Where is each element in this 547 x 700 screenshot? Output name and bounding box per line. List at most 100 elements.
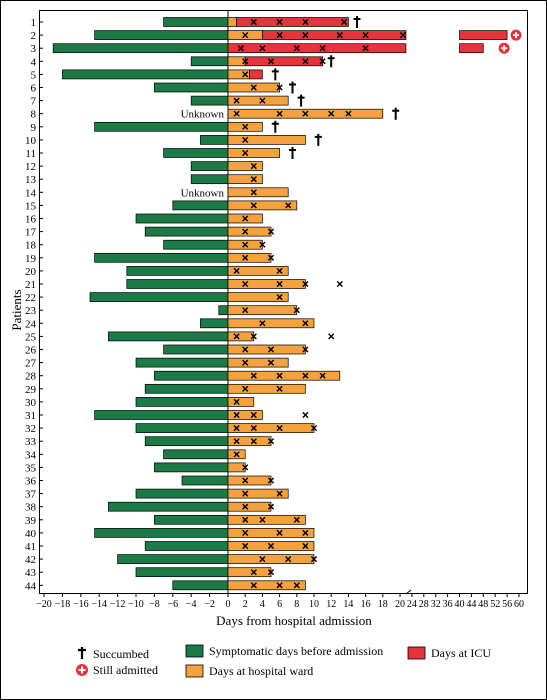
ward-bar (227, 410, 263, 420)
visit-mark (276, 294, 283, 301)
x-tick-label: 36 (443, 599, 453, 610)
symptomatic-bar (154, 82, 229, 93)
dagger-icon (78, 647, 86, 659)
axis-break-mark (405, 589, 412, 595)
symptomatic-bar (144, 541, 229, 551)
symptomatic-bar (154, 462, 229, 473)
visit-mark (293, 582, 300, 589)
patient-label: 9 (31, 122, 37, 134)
patient-label: 31 (25, 410, 36, 422)
still-admitted-cross (513, 32, 520, 39)
symptomatic-bar (163, 449, 229, 460)
succumbed-dagger (271, 68, 279, 81)
ward-bar (227, 161, 263, 171)
visit-mark (276, 582, 283, 589)
patient-label: 27 (25, 358, 37, 370)
visit-mark (242, 58, 249, 65)
ward-bar (227, 514, 306, 525)
visit-mark (267, 346, 275, 353)
visit-mark (242, 280, 249, 288)
patient-label: 16 (25, 214, 37, 226)
symptomatic-bar (94, 252, 229, 263)
ward-bar (227, 462, 246, 473)
legend-symptomatic-label: Symptomatic days before admission (209, 644, 383, 658)
patient-label: 29 (25, 384, 37, 396)
visit-mark (250, 569, 257, 576)
visit-mark (259, 516, 266, 523)
legend-still-admitted: Still admitted (76, 663, 158, 677)
visit-mark (233, 425, 240, 432)
succumbed-dagger (271, 120, 279, 133)
symptomatic-bar (154, 370, 229, 381)
ward-bar (227, 567, 272, 578)
visit-mark (242, 307, 249, 314)
ward-bar (227, 135, 306, 145)
icu-bar (459, 43, 484, 54)
patient-label: 7 (31, 96, 37, 108)
visit-mark (242, 529, 249, 536)
visit-mark (267, 359, 275, 366)
x-tick-label: −12 (110, 599, 126, 610)
visit-mark (267, 58, 275, 65)
visit-mark (250, 372, 257, 379)
visit-mark (242, 346, 249, 353)
icu-bar (236, 17, 349, 27)
visit-mark (302, 110, 309, 117)
visit-mark (250, 84, 257, 91)
x-tick-label: 56 (502, 599, 512, 610)
visit-mark (336, 32, 343, 39)
patient-label: 28 (25, 371, 37, 383)
ward-bar (227, 279, 306, 289)
icu-bar (262, 30, 407, 40)
x-tick-label: 28 (419, 599, 429, 610)
ward-bar (227, 305, 298, 316)
visit-mark (233, 333, 240, 340)
unknown-label: Unknown (181, 187, 225, 199)
ward-bar (227, 292, 289, 302)
symptomatic-bar (163, 344, 229, 355)
symptomatic-bar (144, 383, 229, 394)
visit-mark (267, 254, 275, 261)
x-tick-label: 14 (343, 599, 353, 610)
visit-mark (293, 45, 300, 52)
visit-mark (362, 32, 369, 39)
visit-mark (399, 32, 407, 39)
visit-mark (259, 320, 266, 327)
visit-mark (302, 280, 309, 288)
visit-mark (293, 516, 300, 523)
ward-bar (227, 528, 315, 538)
patient-label: 1 (31, 17, 37, 29)
x-tick-label: 8 (294, 599, 299, 610)
ward-bar (227, 56, 246, 67)
visit-mark (233, 451, 240, 458)
symptomatic-bar (94, 410, 229, 420)
visit-mark (242, 123, 249, 130)
legend-ward-swatch (185, 664, 204, 678)
patient-label: 37 (25, 489, 37, 501)
ward-bar (227, 370, 341, 381)
x-tick-label: 2 (243, 599, 248, 610)
visit-mark (362, 45, 369, 52)
visit-mark (259, 45, 266, 52)
visit-mark (242, 477, 249, 484)
ward-bar (227, 423, 315, 433)
patient-label: 43 (25, 567, 37, 579)
visit-mark (319, 58, 326, 65)
symptomatic-bar (135, 488, 229, 499)
symptomatic-bar (126, 266, 229, 276)
succumbed-dagger (289, 147, 296, 159)
visit-mark (310, 556, 318, 563)
visit-mark (276, 18, 283, 26)
patient-label: 24 (25, 318, 37, 330)
succumbed-dagger (289, 81, 296, 94)
ward-bar (227, 383, 306, 394)
patient-label: 44 (25, 580, 37, 592)
icu-bar (459, 30, 508, 40)
visit-mark (276, 385, 283, 392)
x-tick-label: 24 (407, 599, 417, 610)
x-tick-label: 48 (478, 599, 488, 610)
symptomatic-bar (218, 305, 229, 316)
symptomatic-bar (108, 331, 229, 342)
visit-mark (233, 97, 240, 104)
patient-label: 19 (25, 253, 37, 265)
